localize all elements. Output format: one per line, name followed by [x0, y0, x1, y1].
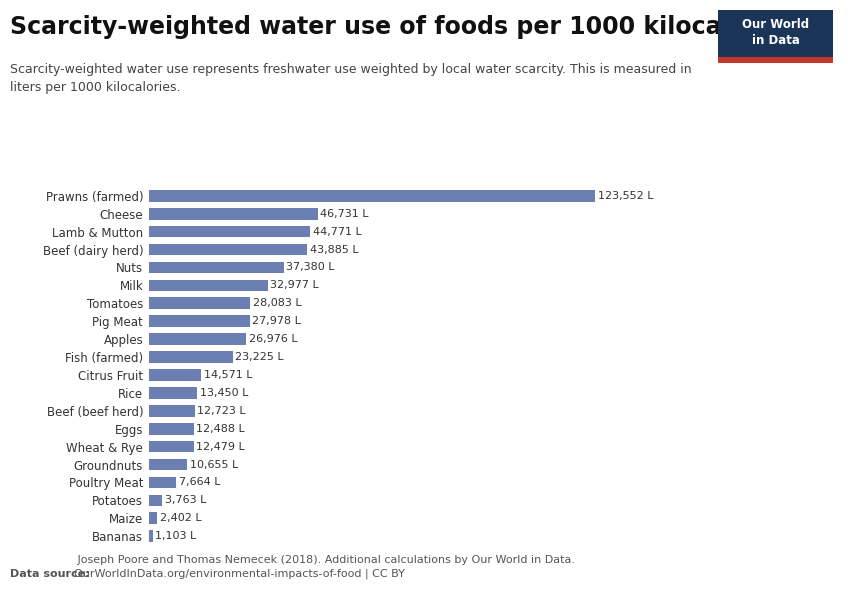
Bar [149, 405, 195, 416]
Bar [149, 226, 310, 238]
Text: 32,977 L: 32,977 L [270, 280, 319, 290]
Text: 23,225 L: 23,225 L [235, 352, 284, 362]
Bar [149, 208, 318, 220]
Text: Scarcity-weighted water use of foods per 1000 kilocalories: Scarcity-weighted water use of foods per… [10, 15, 796, 39]
Bar [149, 494, 162, 506]
Bar [149, 441, 194, 452]
Text: 7,664 L: 7,664 L [179, 478, 220, 487]
Text: Scarcity-weighted water use represents freshwater use weighted by local water sc: Scarcity-weighted water use represents f… [10, 63, 692, 94]
Bar [149, 244, 307, 256]
Text: 46,731 L: 46,731 L [320, 209, 369, 219]
Text: 37,380 L: 37,380 L [286, 262, 335, 272]
Bar [149, 334, 246, 345]
Text: 27,978 L: 27,978 L [252, 316, 301, 326]
Bar [149, 262, 284, 274]
Bar [149, 458, 187, 470]
Bar [149, 316, 250, 327]
Text: 14,571 L: 14,571 L [204, 370, 252, 380]
Text: Our World
in Data: Our World in Data [742, 19, 809, 47]
Text: 12,479 L: 12,479 L [196, 442, 245, 452]
Bar [149, 280, 268, 291]
Text: 13,450 L: 13,450 L [200, 388, 248, 398]
Bar [149, 476, 177, 488]
Text: 12,723 L: 12,723 L [197, 406, 246, 416]
Text: 3,763 L: 3,763 L [165, 496, 207, 505]
Bar [149, 512, 157, 524]
Text: 10,655 L: 10,655 L [190, 460, 238, 470]
Text: 43,885 L: 43,885 L [309, 245, 359, 254]
Bar [149, 369, 201, 381]
Bar [149, 423, 194, 434]
Text: 1,103 L: 1,103 L [156, 531, 196, 541]
Text: 2,402 L: 2,402 L [160, 513, 201, 523]
Bar [149, 387, 197, 398]
Bar [149, 530, 153, 542]
Bar [149, 351, 233, 363]
Text: 123,552 L: 123,552 L [598, 191, 653, 201]
Text: 12,488 L: 12,488 L [196, 424, 245, 434]
Text: 28,083 L: 28,083 L [252, 298, 302, 308]
Text: Joseph Poore and Thomas Nemecek (2018). Additional calculations by Our World in : Joseph Poore and Thomas Nemecek (2018). … [74, 556, 575, 579]
Bar [149, 190, 595, 202]
Text: Data source:: Data source: [10, 569, 90, 579]
Text: 26,976 L: 26,976 L [249, 334, 298, 344]
Bar [149, 298, 250, 309]
Text: 44,771 L: 44,771 L [313, 227, 362, 236]
